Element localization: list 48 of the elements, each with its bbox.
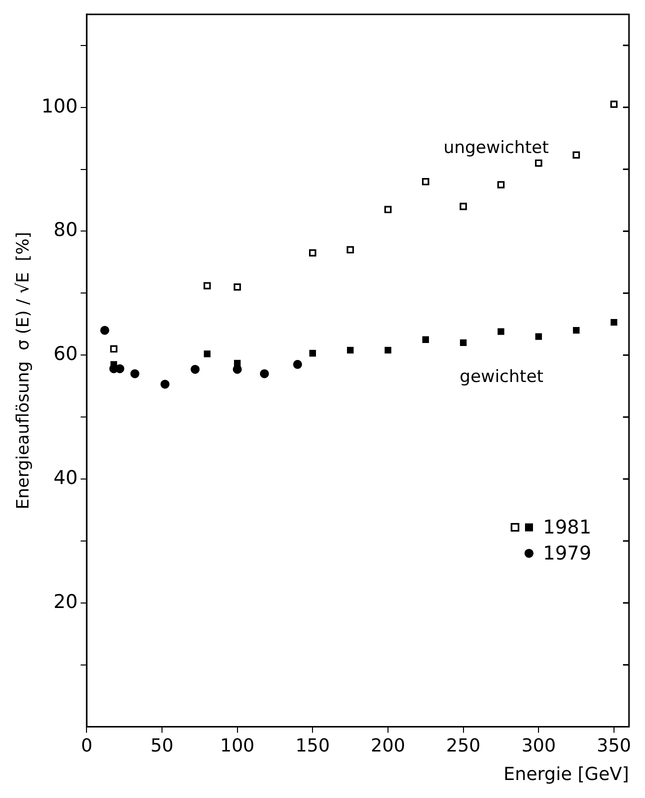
annotation: ungewichtet — [443, 138, 550, 158]
point — [497, 181, 505, 188]
point — [422, 178, 430, 186]
point — [309, 350, 316, 357]
point — [534, 159, 542, 167]
x-tick-label: 150 — [295, 735, 330, 756]
y-tick-label: 40 — [53, 466, 78, 489]
point — [460, 202, 467, 210]
point — [535, 333, 542, 340]
point — [384, 346, 392, 354]
point — [346, 246, 354, 254]
x-tick-label: 100 — [220, 735, 254, 756]
point — [293, 360, 302, 369]
legend-label: 1981 — [543, 516, 592, 538]
x-tick-label: 50 — [150, 735, 174, 756]
point — [384, 206, 392, 214]
y-axis-title: Energieauflösung σ (E) / √E [%] — [14, 232, 34, 510]
x-axis-title: Energie [GeV] — [503, 764, 629, 785]
point — [100, 326, 110, 335]
point — [610, 318, 618, 326]
point — [110, 345, 118, 353]
point — [309, 249, 316, 257]
legend-label: 1979 — [543, 542, 592, 564]
x-tick-label: 300 — [521, 735, 556, 756]
y-tick-label: 20 — [53, 590, 78, 613]
point — [460, 339, 467, 346]
point — [130, 369, 140, 378]
point — [204, 350, 211, 358]
point — [572, 327, 580, 334]
annotation: gewichtet — [460, 367, 544, 388]
y-tick-label: 80 — [53, 219, 78, 242]
point — [234, 283, 241, 291]
point — [160, 380, 170, 389]
point — [260, 369, 269, 378]
x-tick-label: 250 — [446, 735, 480, 756]
y-tick-label: 60 — [53, 343, 78, 366]
x-tick-label: 200 — [370, 735, 406, 756]
point — [610, 100, 618, 108]
point — [234, 360, 241, 366]
point — [190, 364, 200, 374]
x-tick-label: 0 — [80, 735, 92, 756]
y-tick-label: 100 — [41, 95, 78, 118]
x-tick-label: 350 — [596, 735, 632, 756]
point — [346, 346, 354, 354]
point — [498, 328, 504, 335]
point — [204, 282, 211, 290]
point — [422, 336, 429, 343]
point — [572, 151, 580, 159]
